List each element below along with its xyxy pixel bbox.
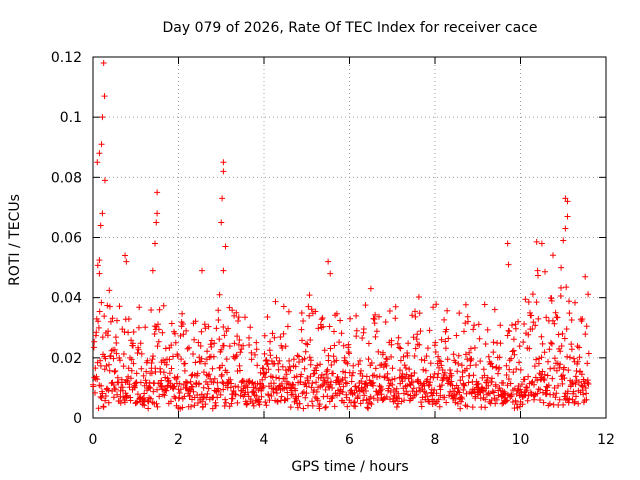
data-point [123, 258, 130, 265]
data-point [154, 210, 161, 217]
y-tick-label: 0.04 [51, 291, 82, 307]
data-point [562, 195, 569, 202]
x-axis-label: GPS time / hours [291, 459, 408, 475]
data-point [562, 225, 569, 232]
data-point [564, 213, 571, 220]
data-point [220, 168, 227, 175]
x-tick-label: 0 [89, 432, 98, 448]
y-tick-label: 0.1 [60, 110, 82, 126]
grid-lines [93, 57, 606, 418]
y-tick-label: 0.12 [51, 50, 82, 66]
data-point [538, 240, 545, 247]
y-tick-label: 0.02 [51, 351, 82, 367]
data-point [99, 210, 106, 217]
data-point [154, 189, 161, 196]
data-point [97, 222, 104, 229]
data-point [367, 285, 374, 292]
data-point [220, 159, 227, 166]
x-tick-label: 8 [431, 432, 440, 448]
chart-title: Day 079 of 2026, Rate Of TEC Index for r… [163, 20, 538, 36]
data-point [99, 114, 106, 121]
x-tick-label: 6 [345, 432, 354, 448]
data-point [327, 270, 334, 277]
data-point [96, 150, 103, 157]
data-point [149, 267, 156, 274]
data-points [90, 60, 592, 412]
data-point [94, 159, 101, 166]
data-point [96, 270, 103, 277]
x-tick-label: 10 [512, 432, 530, 448]
data-point [558, 264, 565, 271]
data-point [504, 240, 511, 247]
x-tick-label: 2 [174, 432, 183, 448]
data-point [98, 141, 105, 148]
y-tick-label: 0.06 [51, 231, 82, 247]
data-point [151, 240, 158, 247]
data-point [153, 219, 160, 226]
y-tick-label: 0.08 [51, 170, 82, 186]
y-axis-label: ROTI / TECUs [7, 194, 23, 286]
data-point [122, 252, 129, 259]
y-tick-label: 0 [73, 411, 82, 427]
data-point [560, 237, 567, 244]
data-point [222, 243, 229, 250]
data-point [101, 177, 108, 184]
data-point [100, 60, 107, 67]
data-point [505, 261, 512, 268]
data-point [534, 267, 541, 274]
data-point [101, 93, 108, 100]
x-tick-label: 12 [597, 432, 615, 448]
x-tick-label: 4 [260, 432, 269, 448]
y-axis: 0 0.02 0.04 0.06 0.08 0.1 0.12 [51, 50, 606, 427]
data-point [218, 219, 225, 226]
x-axis: 0 2 4 6 8 10 12 [89, 57, 615, 448]
data-point-cloud [90, 238, 592, 412]
data-point [564, 198, 571, 205]
data-point [199, 267, 206, 274]
data-point [220, 267, 227, 274]
data-point [325, 258, 332, 265]
data-point [219, 195, 226, 202]
